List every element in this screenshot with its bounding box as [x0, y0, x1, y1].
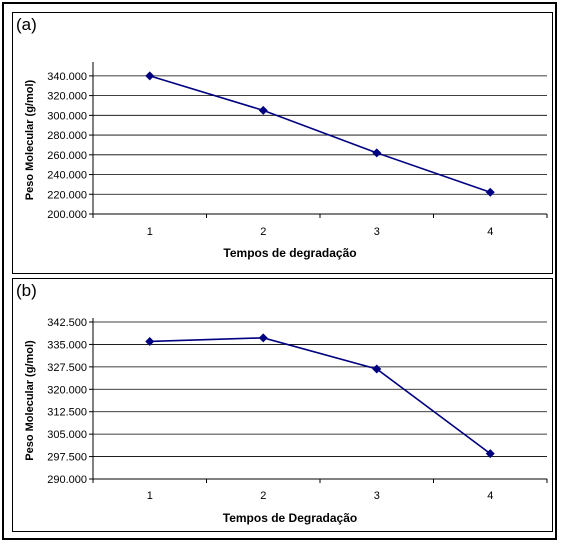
chart-a-data-point	[145, 71, 155, 81]
chart-b-ytick-label: 290.000	[47, 474, 87, 486]
chart-a-xtick-label: 1	[147, 226, 153, 238]
chart-a-y-axis-title: Peso Molecular (g/mol)	[24, 79, 36, 200]
chart-a-ytick-label: 300.000	[47, 110, 87, 122]
chart-a-xtick-label: 4	[487, 226, 493, 238]
chart-a-series-line	[149, 75, 491, 194]
chart-a-xtick-label: 3	[374, 226, 380, 238]
chart-a-ytick-label: 220.000	[47, 189, 87, 201]
chart-a-ytick-label: 340.000	[47, 71, 87, 83]
chart-a-data-point	[258, 105, 268, 115]
chart-b-xtick-label: 1	[147, 490, 153, 502]
panel-b-label: (b)	[16, 281, 37, 300]
chart-a-xtick-label: 2	[260, 226, 266, 238]
chart-a-data-point	[372, 148, 382, 158]
chart-b-ytick-label: 320.000	[47, 384, 87, 396]
chart-b-xtick-label: 3	[374, 490, 380, 502]
chart-b-ytick-label: 297.500	[47, 452, 87, 464]
chart-b-ytick-label: 342.500	[47, 317, 87, 329]
chart-b-ytick-label: 327.500	[47, 362, 87, 374]
chart-b-xtick-label: 4	[487, 490, 493, 502]
chart-b-svg: 290.000 297.500 305.000 312.500 320.000 327.5…	[24, 317, 548, 525]
chart-a-ytick-label: 200.000	[47, 209, 87, 221]
chart-b-ytick-label: 335.000	[47, 339, 87, 351]
chart-b-y-axis-title: Peso Molecular (g/mol)	[24, 340, 36, 461]
chart-b-x-axis-title: Tempos de Degradação	[223, 511, 357, 525]
chart-a-ytick-label: 260.000	[47, 150, 87, 162]
chart-a-x-axis-title: Tempos de degradação	[223, 246, 356, 260]
chart-b-series-line	[149, 337, 491, 455]
chart-a-ytick-label: 320.000	[47, 91, 87, 103]
chart-a-ytick-label: 240.000	[47, 170, 87, 182]
chart-b-ytick-label: 312.500	[47, 407, 87, 419]
chart-b-ytick-label: 305.000	[47, 429, 87, 441]
chart-panel-b: (b) 290.000 297.500 305.000 312.500 320.000 3…	[12, 278, 553, 532]
chart-a-data-point	[485, 187, 495, 197]
chart-panel-a: (a) 200.000 220.000 240.000 260.000 280.000 3…	[12, 12, 553, 274]
chart-a-ytick-label: 280.000	[47, 130, 87, 142]
chart-b-xtick-label: 2	[260, 490, 266, 502]
chart-b-data-point	[258, 333, 268, 343]
chart-b-data-point	[145, 336, 155, 346]
chart-b-data-point	[485, 449, 495, 459]
chart-b-data-point	[372, 364, 382, 374]
chart-a-svg: 200.000 220.000 240.000 260.000 280.000 300.0…	[24, 62, 548, 260]
panel-a-label: (a)	[16, 15, 37, 34]
figure-frame: (a) 200.000 220.000 240.000 260.000 280.000 3…	[2, 2, 557, 540]
